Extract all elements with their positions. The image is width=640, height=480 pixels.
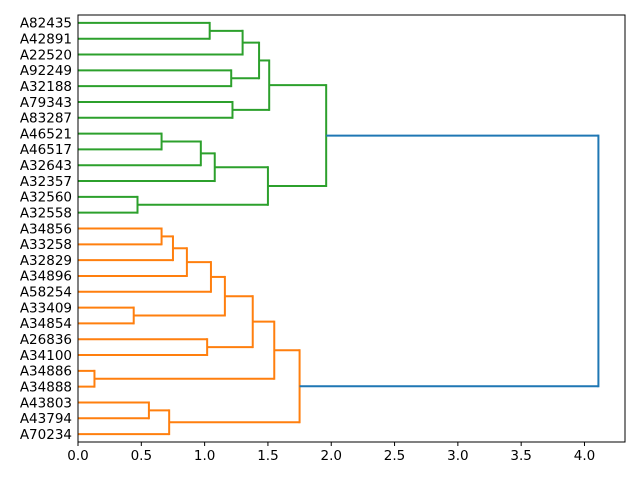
leaf-label: A32357 bbox=[20, 174, 72, 190]
leaf-label: A22520 bbox=[20, 47, 72, 63]
x-tick-label: 3.5 bbox=[510, 448, 531, 464]
x-tick-label: 1.5 bbox=[257, 448, 278, 464]
leaf-label: A34854 bbox=[20, 316, 72, 332]
x-tick-label: 1.0 bbox=[194, 448, 215, 464]
x-tick-label: 4.0 bbox=[574, 448, 595, 464]
leaf-label: A32643 bbox=[20, 158, 72, 174]
leaf-label: A42891 bbox=[20, 32, 72, 48]
leaf-label: A33409 bbox=[20, 300, 72, 316]
leaf-label: A33258 bbox=[20, 237, 72, 253]
x-tick-label: 0.0 bbox=[67, 448, 88, 464]
leaf-label: A46521 bbox=[20, 126, 72, 142]
leaf-label: A82435 bbox=[20, 16, 72, 32]
x-tick-label: 2.5 bbox=[384, 448, 405, 464]
leaf-label: A32558 bbox=[20, 205, 72, 221]
leaf-label: A34896 bbox=[20, 269, 72, 285]
leaf-label: A83287 bbox=[20, 111, 72, 127]
leaf-label: A32560 bbox=[20, 190, 72, 206]
leaf-label: A34100 bbox=[20, 348, 72, 364]
x-tick-label: 0.5 bbox=[131, 448, 152, 464]
leaf-label: A32829 bbox=[20, 253, 72, 269]
leaf-label: A32188 bbox=[20, 79, 72, 95]
leaf-label: A92249 bbox=[20, 63, 72, 79]
plot-border bbox=[77, 14, 626, 443]
leaf-label: A46517 bbox=[20, 142, 72, 158]
leaf-label: A34856 bbox=[20, 221, 72, 237]
x-tick-label: 2.0 bbox=[320, 448, 341, 464]
leaf-label: A34888 bbox=[20, 379, 72, 395]
leaf-label: A26836 bbox=[20, 332, 72, 348]
leaf-label: A58254 bbox=[20, 285, 72, 301]
leaf-label: A34886 bbox=[20, 364, 72, 380]
x-tick-label: 3.0 bbox=[447, 448, 468, 464]
leaf-label: A70234 bbox=[20, 427, 72, 443]
leaf-label: A79343 bbox=[20, 95, 72, 111]
leaf-label: A43803 bbox=[20, 395, 72, 411]
leaf-label: A43794 bbox=[20, 411, 72, 427]
